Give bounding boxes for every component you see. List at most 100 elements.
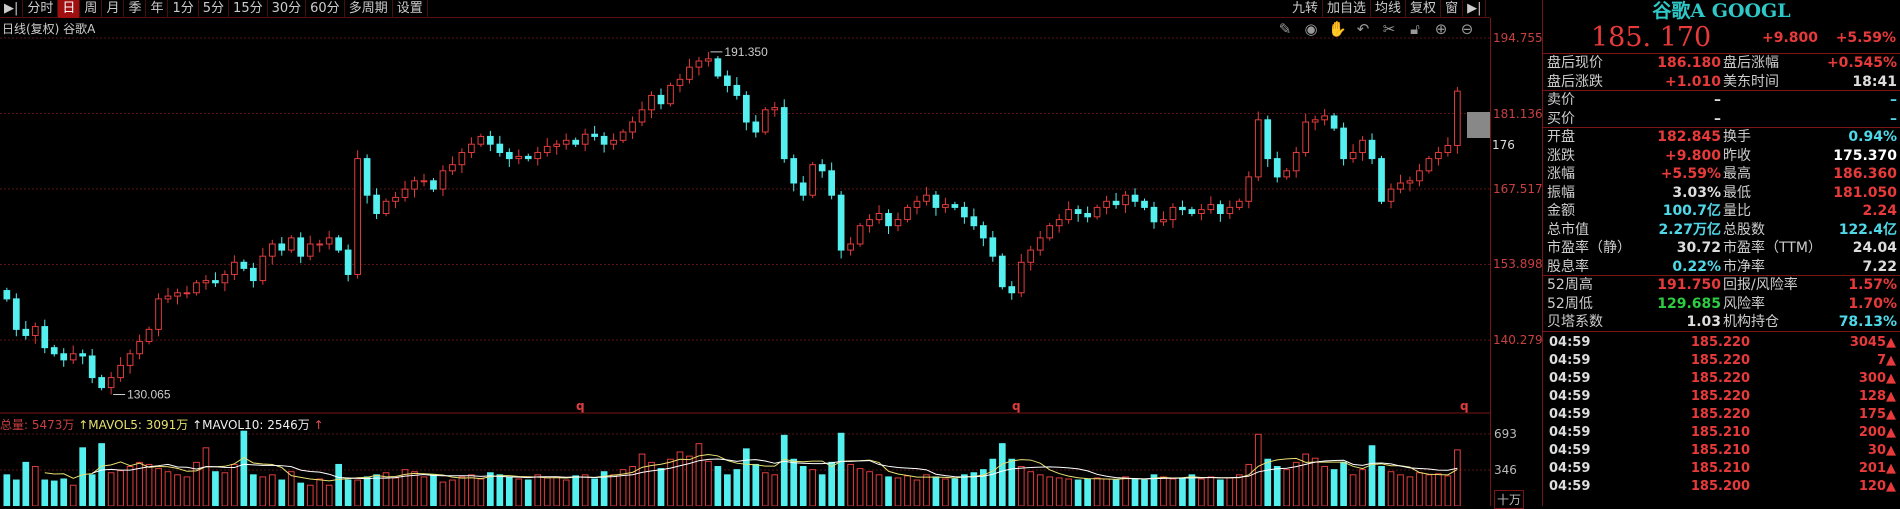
volume-bar: [1179, 477, 1186, 506]
candle-up: [1065, 209, 1073, 221]
arrow-up-icon: ▲: [1886, 460, 1896, 476]
stat-value: 3.03%: [1672, 184, 1721, 201]
volume-bar: [534, 474, 542, 506]
stat-label: 量比: [1723, 203, 1751, 219]
candle-up: [1254, 119, 1262, 178]
zoom-out-icon[interactable]: ⊖: [1460, 20, 1474, 38]
volume-bar: [126, 466, 134, 506]
stat-value: 100.7亿: [1662, 203, 1721, 219]
kline-chart[interactable]: 191.350 130.065 q q q: [0, 0, 1490, 506]
candle-down: [487, 135, 494, 145]
period-tab[interactable]: 分时: [23, 0, 59, 18]
period-tab[interactable]: 年: [146, 0, 169, 18]
hand-icon[interactable]: ✋: [1328, 20, 1347, 38]
candle-down: [524, 155, 532, 160]
toolbar-button[interactable]: 九转: [1288, 0, 1324, 18]
volume-bar: [942, 478, 949, 506]
candle-up: [411, 180, 418, 190]
volume-bar: [1150, 474, 1158, 506]
volume-bar: [866, 471, 873, 506]
period-tab[interactable]: 季: [124, 0, 147, 18]
volume-bar: [98, 443, 105, 506]
volume-bar: [297, 482, 305, 506]
expand-arrow-icon[interactable]: ▶|: [1463, 0, 1487, 18]
trade-row: 04:59 185.200 120▲: [1543, 478, 1900, 496]
stat-row: 涨幅 +5.59% 最高 186.360: [1543, 165, 1900, 184]
stat-label: 盘后涨幅: [1723, 55, 1779, 71]
toolbar-button[interactable]: 复权: [1406, 0, 1442, 18]
trade-volume: 7▲: [1876, 352, 1896, 368]
volume-bar: [989, 458, 997, 506]
toolbar-button[interactable]: 加自选: [1323, 0, 1372, 18]
zoom-in-icon[interactable]: ⊕: [1434, 20, 1448, 38]
volume-bar: [259, 476, 267, 506]
stat-value: 175.370: [1833, 147, 1897, 164]
candle-up: [1055, 219, 1063, 227]
collapse-arrow-icon[interactable]: ▶|: [0, 0, 24, 18]
candle-down: [1141, 200, 1148, 208]
volume-bar: [998, 443, 1006, 506]
stat-label: 风险率: [1723, 295, 1765, 312]
candle-down: [496, 143, 504, 154]
trade-time: 04:59: [1549, 478, 1591, 494]
trade-price: 185.210: [1690, 442, 1751, 458]
volume-bar: [1454, 449, 1461, 506]
candle-up: [581, 133, 589, 145]
period-tab[interactable]: 多周期: [345, 0, 393, 18]
period-tab[interactable]: 5分: [199, 0, 230, 18]
period-tab[interactable]: 30分: [268, 0, 307, 18]
period-tab[interactable]: 日: [58, 0, 81, 18]
volume-bar: [1340, 461, 1347, 506]
volume-bar: [799, 466, 807, 506]
candle-down: [88, 355, 96, 379]
stat-value: 24.04: [1852, 240, 1897, 256]
stat-value: 129.685: [1657, 295, 1721, 312]
eye-icon[interactable]: ◉: [1304, 20, 1318, 38]
y-tick: 140.279: [1493, 333, 1543, 347]
undo-icon[interactable]: ↶: [1356, 20, 1370, 38]
volume-bar: [951, 478, 959, 506]
volume-bar: [752, 463, 760, 506]
stat-label: 市盈率（TTM）: [1723, 240, 1822, 256]
candle-down: [885, 212, 892, 227]
event-marker: q: [1012, 399, 1021, 413]
period-tab[interactable]: 60分: [306, 0, 345, 18]
candle-up: [458, 152, 466, 166]
stat-value: 1.57%: [1848, 277, 1897, 293]
candle-down: [1368, 139, 1376, 160]
stat-label: 总股数: [1723, 221, 1765, 238]
toolbar-button[interactable]: 均线: [1371, 0, 1407, 18]
volume-bar: [1368, 445, 1376, 506]
trade-price: 185.210: [1690, 460, 1751, 476]
lock-icon[interactable]: 🔓︎: [1410, 20, 1420, 38]
volume-bar: [107, 472, 115, 506]
scissors-icon[interactable]: ✂: [1382, 20, 1396, 38]
stat-value: 1.70%: [1848, 295, 1897, 312]
candle-down: [1273, 158, 1281, 178]
trade-volume: 201▲: [1858, 460, 1896, 476]
vol-tick: 346: [1494, 463, 1517, 477]
total-volume: 5473万: [31, 418, 75, 432]
stock-title: 谷歌A GOOGL: [1652, 0, 1791, 22]
toolbar-button[interactable]: 窗: [1441, 0, 1464, 18]
candle-up: [268, 243, 276, 257]
total-volume-label: 总量:: [0, 418, 29, 432]
volume-bar: [1397, 474, 1404, 506]
volume-bar: [1387, 471, 1395, 506]
period-tab[interactable]: 周: [80, 0, 103, 18]
volume-bar: [1198, 478, 1205, 506]
volume-bar: [278, 479, 286, 506]
volume-bar: [1254, 433, 1262, 506]
volume-bar: [69, 484, 77, 506]
volume-bar: [524, 479, 532, 506]
period-tab[interactable]: 设置: [393, 0, 428, 18]
candle-up: [619, 131, 627, 141]
trade-volume: 30▲: [1867, 442, 1896, 458]
period-tab[interactable]: 15分: [229, 0, 268, 18]
period-tab[interactable]: 1分: [168, 0, 199, 18]
stat-value: +9.800: [1664, 147, 1721, 164]
trade-volume: 128▲: [1858, 388, 1896, 404]
pen-icon[interactable]: ✎: [1278, 20, 1292, 38]
period-tab[interactable]: 月: [102, 0, 125, 18]
trade-ticks[interactable]: 04:59 185.220 3045▲ 04:59 185.220 7▲ 04:59 185.…: [1543, 332, 1900, 496]
